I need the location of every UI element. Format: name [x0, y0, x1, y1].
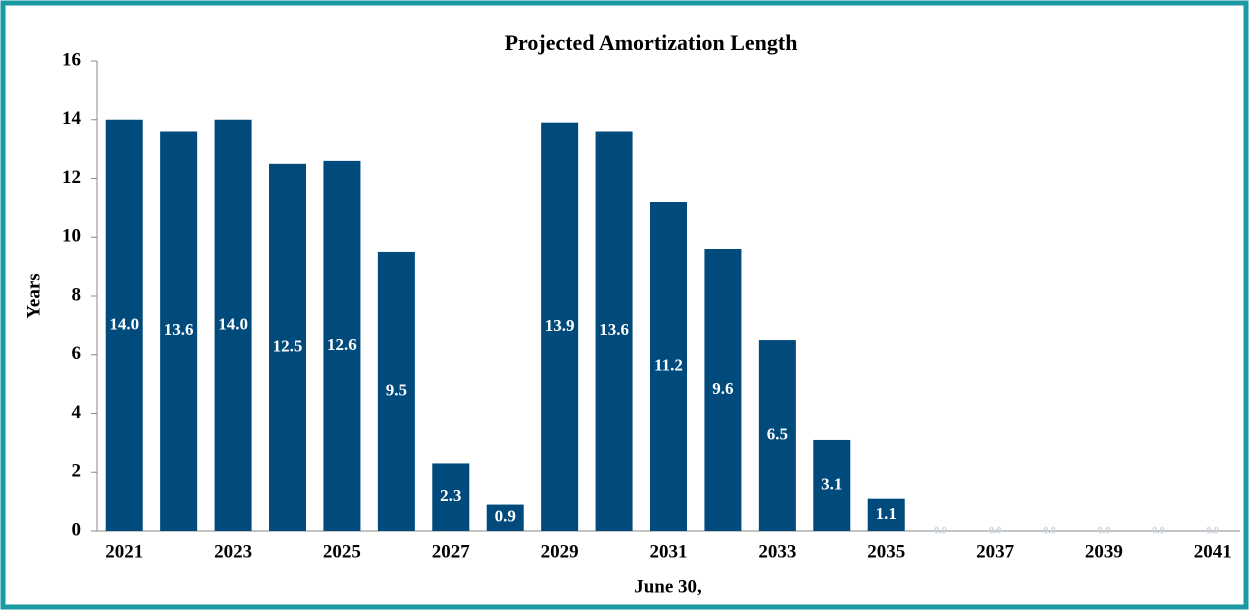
data-label: 12.5 — [273, 336, 303, 355]
data-label: 2.3 — [440, 486, 461, 505]
data-label: 14.0 — [218, 314, 248, 333]
data-label: 11.2 — [654, 355, 683, 374]
y-tick-label: 0 — [72, 519, 82, 540]
y-tick-label: 6 — [72, 343, 82, 364]
data-label: 9.5 — [386, 380, 407, 399]
bar — [377, 251, 415, 531]
data-label: 3.1 — [821, 474, 842, 493]
bar — [105, 119, 143, 531]
bar — [160, 131, 198, 531]
bar — [649, 202, 688, 531]
data-label: 9.6 — [712, 379, 733, 398]
y-tick-label: 16 — [62, 49, 81, 70]
y-tick-label: 12 — [62, 167, 81, 188]
data-label: 6.5 — [767, 424, 788, 443]
y-tick-label: 14 — [62, 108, 82, 129]
x-tick-label: 2041 — [1194, 541, 1232, 562]
x-tick-label: 2029 — [541, 541, 579, 562]
x-tick-label: 2035 — [867, 541, 905, 562]
data-label: 0.0 — [1207, 525, 1220, 536]
data-label: 0.0 — [934, 525, 947, 536]
data-label: 0.9 — [495, 507, 516, 526]
data-label: 0.0 — [1152, 525, 1165, 536]
bar — [813, 439, 851, 531]
bar — [704, 249, 742, 531]
bar — [758, 340, 796, 531]
data-label: 13.6 — [164, 320, 194, 339]
data-label: 13.9 — [545, 316, 575, 335]
x-tick-label: 2027 — [432, 541, 471, 562]
x-tick-label: 2021 — [105, 541, 143, 562]
data-label: 1.1 — [876, 504, 897, 523]
x-axis-label: June 30, — [634, 576, 702, 597]
x-tick-label: 2031 — [650, 541, 688, 562]
y-axis-label: Years — [23, 273, 44, 318]
x-tick-label: 2033 — [758, 541, 796, 562]
data-label: 12.6 — [327, 335, 357, 354]
bar — [432, 463, 470, 531]
chart-title: Projected Amortization Length — [505, 30, 798, 55]
bar — [214, 119, 252, 531]
data-label: 14.0 — [109, 314, 139, 333]
data-label: 0.0 — [1043, 525, 1056, 536]
y-tick-label: 2 — [72, 461, 82, 482]
data-label: 0.0 — [989, 525, 1002, 536]
y-tick-label: 8 — [72, 284, 82, 305]
bar — [867, 498, 905, 531]
data-label: 0.0 — [1098, 525, 1111, 536]
x-tick-label: 2039 — [1085, 541, 1123, 562]
bar — [486, 504, 524, 531]
bar — [323, 160, 361, 531]
bar — [541, 122, 579, 531]
y-tick-label: 10 — [62, 226, 81, 247]
data-label: 13.6 — [599, 320, 629, 339]
x-tick-label: 2025 — [323, 541, 361, 562]
y-tick-label: 4 — [72, 402, 82, 423]
bar — [595, 131, 633, 531]
bar — [268, 163, 307, 531]
x-tick-label: 2037 — [976, 541, 1015, 562]
x-tick-label: 2023 — [214, 541, 252, 562]
